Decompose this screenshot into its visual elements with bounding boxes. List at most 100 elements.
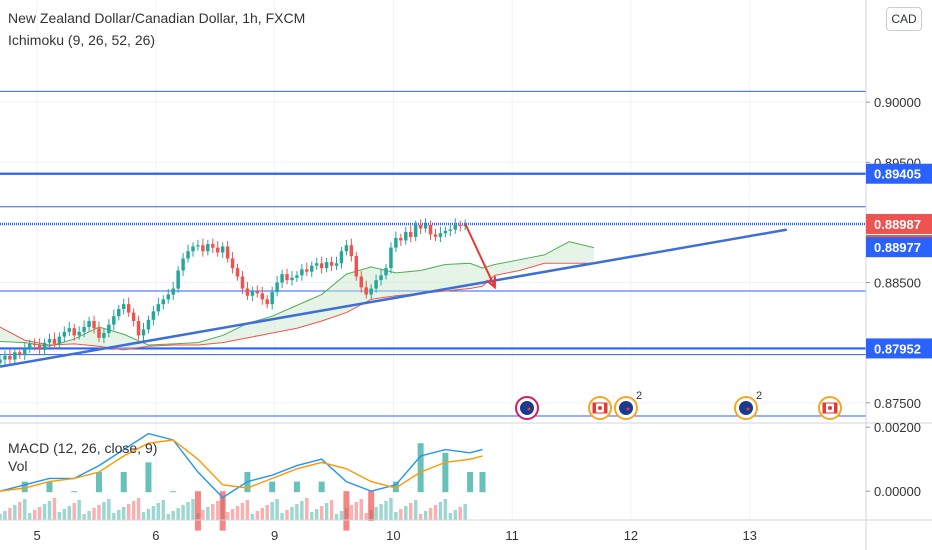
candle-body-33 [161,299,166,305]
volume-bar-8 [37,507,42,520]
macd-tick-label-1: 0.00000 [874,484,921,499]
volume-bar-23 [112,513,116,520]
volume-bar-83 [408,503,413,520]
volume-bar-49 [240,503,245,520]
ca-leaf-1 [598,406,602,410]
volume-bar-51 [250,514,255,520]
macd-legend[interactable]: MACD (12, 26, close, 9) [8,440,158,456]
candle-body-50 [245,288,250,296]
volume-bar-76 [374,507,378,520]
volume-bar-89 [438,502,443,520]
candle-body-60 [295,275,299,278]
volume-bar-82 [404,506,408,520]
drawings[interactable] [0,223,788,368]
volume-bar-31 [151,506,156,520]
macd-hist-15 [368,491,375,521]
volume-bar-88 [433,505,438,520]
candle-body-28 [136,321,141,336]
symbol-title: New Zealand Dollar/Canadian Dollar, 1h, … [8,10,306,26]
volume-bar-77 [379,504,383,520]
price-badge-label-4: 0.87952 [874,341,921,356]
volume-bar-81 [399,509,403,520]
event-count-0: 2 [636,390,642,402]
candle-body-25 [121,304,126,309]
volume-bar-11 [52,498,57,520]
ichimoku-legend[interactable]: Ichimoku (9, 26, 52, 26) [8,32,156,48]
candle-body-48 [235,268,240,277]
volume-bar-35 [171,511,175,520]
volume-bar-26 [126,504,131,520]
volume-bar-42 [206,507,210,520]
price-badge-label-0: 0.89405 [874,167,921,182]
volume-bar-24 [117,510,121,520]
candle-body-0 [0,359,2,364]
macd-hist-1 [21,481,28,493]
volume-bar-30 [146,509,151,520]
volume-bar-54 [265,505,269,520]
volume-bar-46 [225,512,230,520]
candle-body-92 [453,224,458,230]
macd-hist-6 [145,462,152,493]
candle-body-87 [428,224,433,235]
volume-bar-47 [230,509,235,520]
candle-body-79 [389,247,393,269]
candlestick-series [0,218,467,368]
currency-button[interactable]: CAD [886,7,922,31]
volume-bar-73 [359,499,363,520]
candle-body-75 [369,288,373,295]
candle-body-47 [230,258,235,269]
volume-bar-17 [82,514,86,520]
time-tick-label-2: 9 [271,528,278,543]
volume-bar-43 [211,504,215,520]
candle-body-37 [181,258,185,271]
ca-flag-right-4 [834,403,837,413]
candle-body-6 [27,343,32,349]
nz-star-2 [626,407,630,411]
macd-hist-19 [467,472,474,493]
candle-body-89 [438,233,443,237]
volume-bar-27 [131,501,136,520]
candle-body-65 [319,263,324,269]
volume-bar-28 [136,498,141,520]
candle-body-5 [23,348,27,355]
candle-body-19 [92,321,96,329]
horizontal-levels[interactable] [0,90,866,417]
candle-body-85 [418,224,423,229]
volume-bar-29 [141,512,146,520]
volume-bar-10 [47,501,52,520]
volume-bar-67 [329,500,334,520]
candle-body-40 [196,245,200,247]
macd-tick-label-0: 0.00200 [874,420,921,435]
macd-hist-12 [293,481,300,493]
candle-body-52 [255,290,260,294]
candle-body-46 [225,246,230,259]
ca-flag-left-4 [823,403,826,413]
candle-body-49 [240,276,245,289]
candle-body-11 [52,339,57,344]
volume-bar-87 [428,508,433,520]
price-badge-label-3: 0.88977 [874,240,921,255]
volume-bar-50 [245,500,250,520]
candle-body-67 [329,262,334,266]
candle-body-9 [42,342,47,350]
candle-body-51 [250,290,255,296]
candle-body-83 [408,232,413,237]
nz-star-3 [746,407,750,411]
macd-hist-20 [479,472,486,493]
volume-bar-48 [235,506,240,520]
volume-bar-20 [97,505,101,520]
vol-legend[interactable]: Vol [8,458,28,474]
volume-bar-66 [324,503,329,520]
volume-bar-22 [107,499,111,520]
volume-bar-94 [463,504,467,520]
ca-leaf-4 [828,406,832,410]
macd-hist-17 [417,443,424,493]
volume-bar-79 [389,498,393,520]
macd-hist-5 [120,472,127,493]
candle-body-36 [176,270,180,289]
candle-body-77 [379,275,383,281]
volume-bar-69 [339,511,344,520]
volume-bar-74 [364,513,368,520]
